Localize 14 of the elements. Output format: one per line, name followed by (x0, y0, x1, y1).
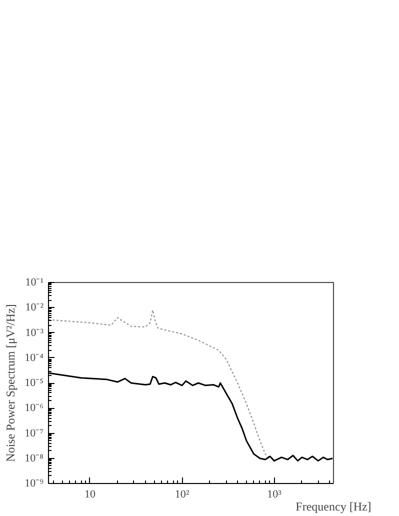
y-tick-label: 10⁻² (25, 302, 44, 314)
y-tick-label: 10⁻³ (25, 326, 44, 339)
x-tick-label: 10² (174, 488, 190, 500)
x-tick-label: 10³ (267, 488, 282, 500)
y-tick-label: 10⁻⁸ (24, 452, 44, 464)
y-tick-label: 10⁻⁷ (24, 427, 44, 440)
y-tick-label: 10⁻⁴ (24, 352, 44, 364)
y-tick-label: 10⁻⁵ (24, 377, 44, 389)
y-tick-label: 10⁻⁹ (24, 478, 44, 490)
y-tick-label: 10⁻⁶ (24, 402, 44, 414)
y-axis-title: Noise Power Spectrum [μV²/Hz] (4, 304, 18, 462)
x-tick-label: 10 (84, 488, 96, 500)
x-axis-title: Frequency [Hz] (296, 500, 372, 514)
y-tick-label: 10⁻¹ (25, 276, 44, 288)
